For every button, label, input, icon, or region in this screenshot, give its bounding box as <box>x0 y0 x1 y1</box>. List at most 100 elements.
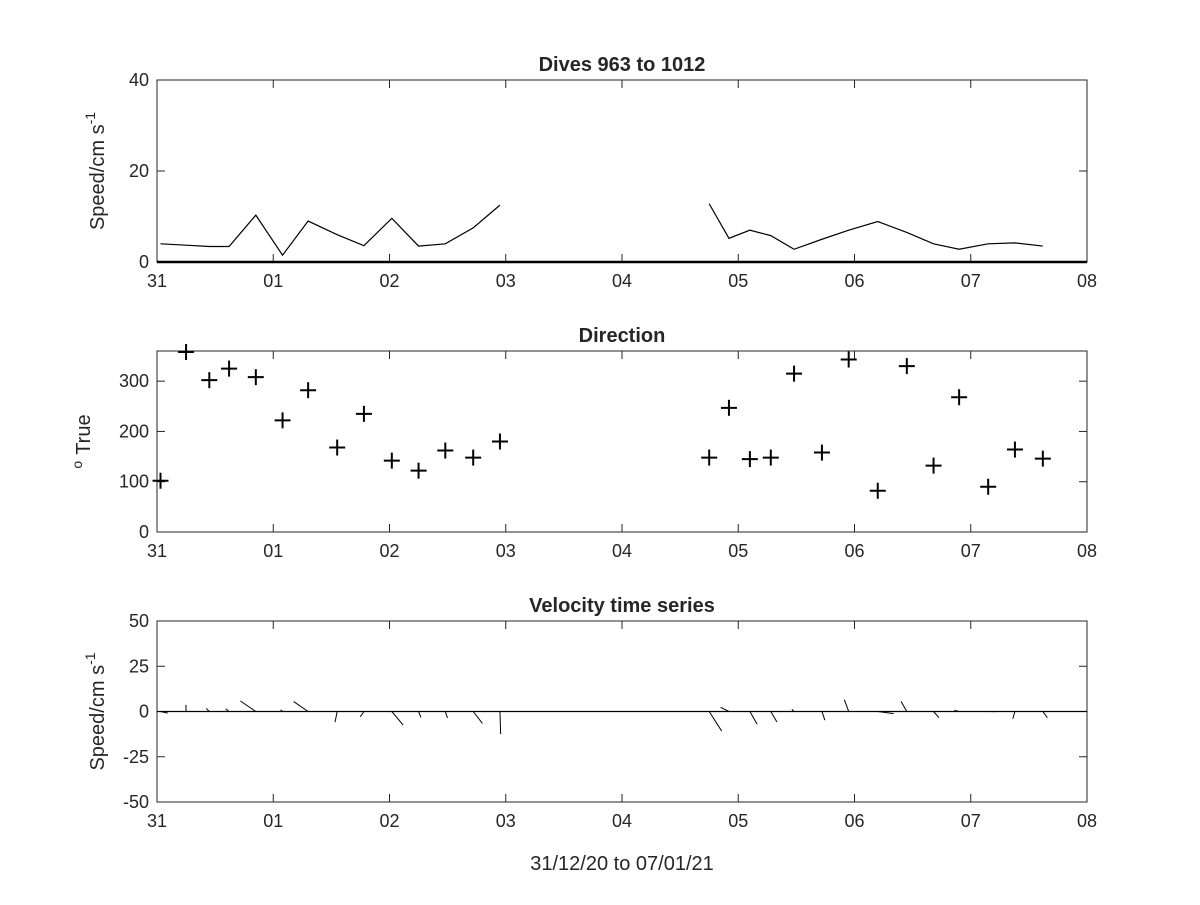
direction-marker <box>980 479 996 495</box>
velocity-stick <box>360 712 364 717</box>
velocity-stick <box>721 707 729 711</box>
direction-marker <box>899 358 915 374</box>
y-axis-label-superscript: -1 <box>82 112 98 125</box>
velocity-stick <box>445 712 447 719</box>
x-tick-label: 08 <box>1077 811 1097 831</box>
x-tick-label: 31 <box>147 541 167 561</box>
y-axis-label-text: Speed/cm s <box>87 124 109 230</box>
velocity-stick <box>240 701 255 711</box>
direction-marker <box>870 483 886 499</box>
direction-marker <box>763 450 779 466</box>
x-axis-label: 31/12/20 to 07/01/21 <box>530 853 714 875</box>
y-tick-label: 25 <box>129 656 149 676</box>
direction-marker <box>329 440 345 456</box>
direction-marker <box>248 369 264 385</box>
x-tick-label: 03 <box>496 811 516 831</box>
x-tick-label: 01 <box>263 541 283 561</box>
direction-marker <box>814 445 830 461</box>
direction-marker <box>221 361 237 377</box>
x-tick-label: 02 <box>379 271 399 291</box>
x-tick-label: 05 <box>728 541 748 561</box>
direction-marker <box>152 473 168 489</box>
direction-marker <box>178 344 194 360</box>
y-tick-label: 100 <box>119 472 149 492</box>
velocity-stick <box>1013 712 1015 719</box>
velocity-stick <box>750 712 757 725</box>
x-tick-label: 06 <box>844 271 864 291</box>
direction-marker <box>300 382 316 398</box>
velocity-stick <box>901 701 907 711</box>
y-axis-label: Speed/cm s-1 <box>82 112 109 230</box>
x-tick-label: 04 <box>612 811 632 831</box>
direction-marker <box>926 458 942 474</box>
speed-series-line-2 <box>709 204 1043 250</box>
chart-panel-velocity: Velocity time series 31 01 02 03 04 05 06 07 08 -5… <box>82 595 1097 831</box>
direction-marker <box>465 450 481 466</box>
x-tick-label: 06 <box>844 541 864 561</box>
speed-series-line-1 <box>160 205 499 255</box>
velocity-stick <box>771 712 777 722</box>
velocity-stick <box>844 700 848 712</box>
y-tick-label: 0 <box>139 522 149 542</box>
axes-box <box>157 351 1087 532</box>
x-tick-label: 08 <box>1077 541 1097 561</box>
y-tick-label: -25 <box>123 747 149 767</box>
chart-title: Direction <box>579 325 666 347</box>
velocity-stick <box>419 712 421 718</box>
direction-marker <box>742 451 758 467</box>
direction-marker <box>1035 451 1051 467</box>
direction-marker <box>701 450 717 466</box>
y-tick-label: 0 <box>139 252 149 272</box>
x-tick-label: 05 <box>728 811 748 831</box>
velocity-stick <box>709 712 721 732</box>
direction-marker <box>951 389 967 405</box>
direction-marker <box>201 372 217 388</box>
x-tick-label: 01 <box>263 271 283 291</box>
velocity-stick <box>934 712 939 718</box>
axes-box <box>157 80 1087 262</box>
x-tick-label: 03 <box>496 541 516 561</box>
direction-marker <box>356 406 372 422</box>
y-axis-label-text: Speed/cm s <box>87 665 109 771</box>
x-tick-label: 08 <box>1077 271 1097 291</box>
y-tick-label: 50 <box>129 611 149 631</box>
y-tick-label: 200 <box>119 421 149 441</box>
direction-marker <box>1007 442 1023 458</box>
x-tick-label: 02 <box>379 541 399 561</box>
y-axis-label: Speed/cm s-1 <box>82 652 109 770</box>
velocity-stick <box>473 712 482 724</box>
velocity-stick <box>294 702 308 712</box>
y-tick-label: 0 <box>139 702 149 722</box>
y-axis-label-prefix: o <box>69 461 85 469</box>
velocity-stick <box>500 712 501 735</box>
velocity-stick <box>335 712 337 723</box>
x-tick-label: 06 <box>844 811 864 831</box>
x-tick-label: 31 <box>147 811 167 831</box>
x-tick-label: 03 <box>496 271 516 291</box>
y-tick-label: 20 <box>129 161 149 181</box>
velocity-stick <box>822 712 825 721</box>
direction-marker <box>384 453 400 469</box>
y-axis-label-superscript: -1 <box>82 652 98 665</box>
y-tick-label: 300 <box>119 371 149 391</box>
x-tick-label: 05 <box>728 271 748 291</box>
direction-marker <box>721 400 737 416</box>
direction-marker <box>275 412 291 428</box>
x-tick-label: 04 <box>612 271 632 291</box>
x-tick-label: 31 <box>147 271 167 291</box>
x-tick-label: 01 <box>263 811 283 831</box>
y-tick-label: -50 <box>123 792 149 812</box>
x-tick-label: 07 <box>961 271 981 291</box>
x-tick-label: 07 <box>961 811 981 831</box>
direction-marker <box>411 463 427 479</box>
velocity-stick <box>392 712 403 725</box>
x-tick-label: 02 <box>379 811 399 831</box>
chart-title: Dives 963 to 1012 <box>539 54 706 76</box>
direction-marker <box>437 443 453 459</box>
direction-marker <box>492 434 508 450</box>
chart-title: Velocity time series <box>529 595 715 617</box>
velocity-stick <box>1043 712 1048 718</box>
